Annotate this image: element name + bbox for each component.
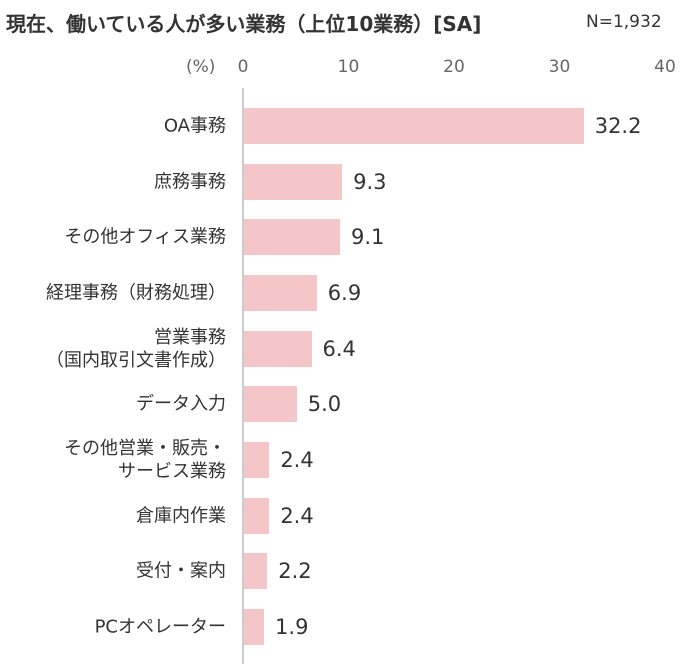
bar — [244, 442, 270, 479]
value-label: 2.4 — [280, 503, 314, 528]
category-label: 庶務事務 — [154, 171, 226, 193]
category-label: その他オフィス業務 — [64, 226, 226, 248]
value-label: 2.4 — [280, 448, 314, 473]
bar — [244, 609, 265, 646]
chart-title: 現在、働いている人が多い業務（上位10業務）[SA] — [6, 12, 482, 36]
bar — [244, 330, 312, 367]
chart-subtitle: N=1,932 — [586, 12, 662, 32]
category-label: 営業事務 （国内取引文書作成） — [46, 326, 226, 371]
x-tick-label: 0 — [237, 57, 249, 77]
bar — [244, 107, 584, 144]
category-label: データ入力 — [136, 393, 226, 415]
category-label: 倉庫内作業 — [136, 505, 226, 527]
x-tick-label: 30 — [548, 57, 571, 77]
bar — [244, 497, 270, 534]
bar — [244, 274, 317, 311]
x-tick-label: 40 — [654, 57, 676, 77]
category-label: 受付・案内 — [136, 560, 226, 582]
category-label: その他営業・販売・ サービス業務 — [64, 438, 226, 483]
bar — [244, 386, 297, 423]
x-tick-label: 20 — [443, 57, 465, 77]
value-label: 1.9 — [275, 615, 309, 640]
bar — [244, 219, 340, 256]
axis-label: (%) — [186, 57, 216, 77]
category-label: OA事務 — [163, 115, 226, 137]
category-label: PCオペレーター — [94, 616, 226, 638]
value-label: 6.4 — [322, 336, 356, 361]
x-tick-label: 10 — [337, 57, 360, 77]
bar — [244, 553, 268, 590]
value-label: 32.2 — [594, 113, 642, 138]
value-label: 9.3 — [353, 169, 387, 194]
axis-line — [242, 88, 244, 664]
value-label: 6.9 — [327, 280, 362, 305]
value-label: 5.0 — [307, 392, 342, 417]
bar — [244, 163, 343, 200]
value-label: 2.2 — [278, 559, 312, 584]
value-label: 9.1 — [351, 225, 385, 250]
category-label: 経理事務（財務処理） — [46, 282, 226, 304]
